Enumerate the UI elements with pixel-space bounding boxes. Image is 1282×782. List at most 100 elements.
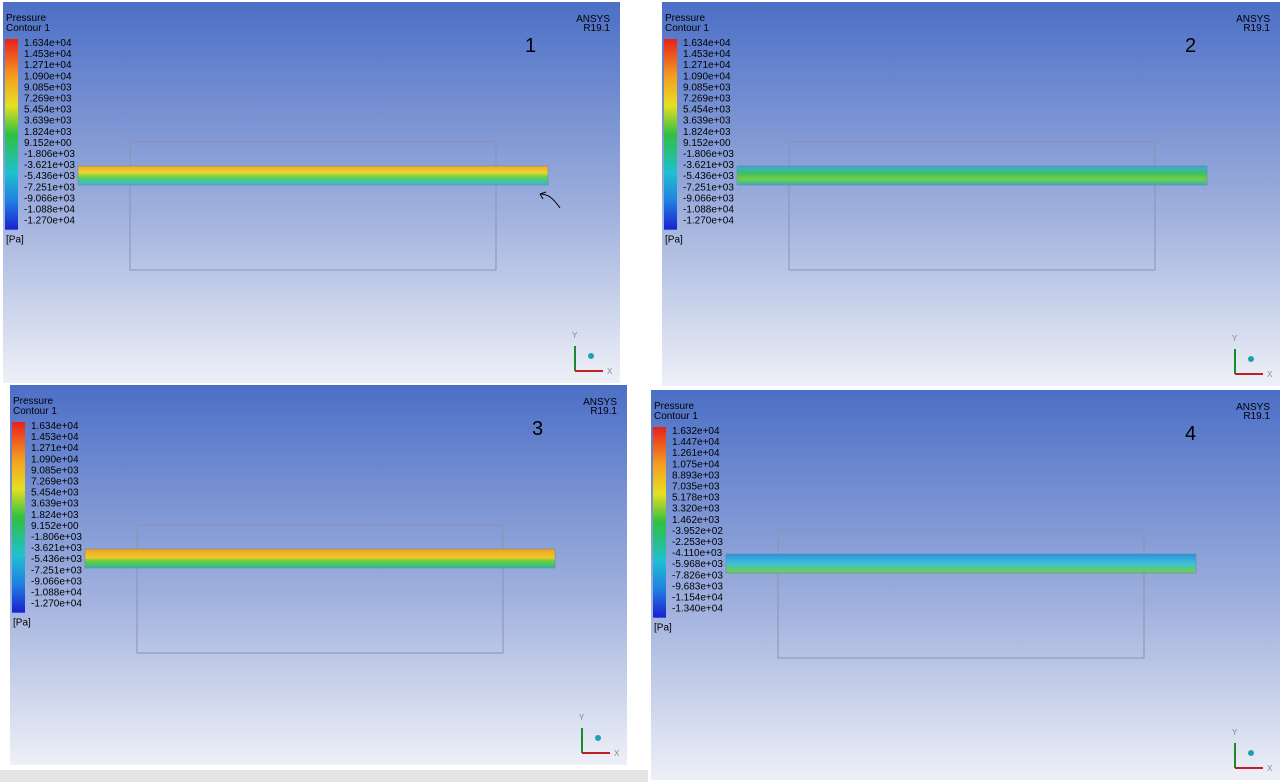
legend-label: -1.270e+04 xyxy=(683,216,734,227)
axis-z xyxy=(595,735,601,741)
legend-label: 9.152e+00 xyxy=(31,521,79,532)
axis-y-label: Y xyxy=(1232,334,1238,343)
brand: ANSYS xyxy=(576,14,610,25)
legend-label: 7.269e+03 xyxy=(24,94,72,105)
title: Pressure xyxy=(13,396,53,407)
panel-number: 3 xyxy=(532,418,543,440)
domain-outline xyxy=(777,529,1145,659)
legend-label: -1.088e+04 xyxy=(24,205,75,216)
legend-label: 9.152e+00 xyxy=(24,138,72,149)
version: R19.1 xyxy=(590,406,617,417)
background xyxy=(10,385,627,765)
legend-label: -5.436e+03 xyxy=(683,171,734,182)
legend-label: 1.824e+03 xyxy=(683,127,731,138)
legend-label: -7.251e+03 xyxy=(683,182,734,193)
legend-label: -1.806e+03 xyxy=(24,149,75,160)
color-bar xyxy=(653,427,666,618)
legend-label: 1.632e+04 xyxy=(672,426,720,437)
background xyxy=(3,2,620,383)
brand: ANSYS xyxy=(583,397,617,408)
title: Pressure xyxy=(665,13,705,24)
legend-label: -1.806e+03 xyxy=(683,149,734,160)
panel: Pressure Contour 1 1.632e+04 1.447e+04 1.261… xyxy=(651,390,1280,780)
pipe-contour xyxy=(725,553,1197,574)
legend-label: -7.251e+03 xyxy=(31,565,82,576)
title: Pressure xyxy=(6,13,46,24)
panel: Pressure Contour 1 1.634e+04 1.453e+04 1.271… xyxy=(662,2,1280,386)
version: R19.1 xyxy=(1243,23,1270,34)
legend-label: 9.152e+00 xyxy=(683,138,731,149)
axis-x-label: X xyxy=(614,749,620,758)
legend-label: 9.085e+03 xyxy=(31,465,79,476)
legend-label: 1.261e+04 xyxy=(672,448,720,459)
legend-label: 1.090e+04 xyxy=(24,71,72,82)
legend-label: 1.453e+04 xyxy=(31,432,79,443)
legend-label: -1.340e+04 xyxy=(672,604,723,615)
panel: Pressure Contour 1 1.634e+04 1.453e+04 1.271… xyxy=(10,385,627,765)
axis-y-label: Y xyxy=(572,331,578,340)
subtitle: Contour 1 xyxy=(665,23,709,34)
domain-outline xyxy=(129,141,497,271)
brand: ANSYS xyxy=(1236,402,1270,413)
legend-label: -1.154e+04 xyxy=(672,593,723,604)
legend-label: -2.253e+03 xyxy=(672,537,723,548)
annotation-arrow xyxy=(539,191,561,209)
version: R19.1 xyxy=(583,23,610,34)
version: R19.1 xyxy=(1243,411,1270,422)
pipe-contour xyxy=(736,165,1208,186)
legend-label: 1.824e+03 xyxy=(24,127,72,138)
panel: Pressure Contour 1 1.634e+04 1.453e+04 1.271… xyxy=(3,2,620,383)
legend-label: -5.436e+03 xyxy=(31,554,82,565)
title: Pressure xyxy=(654,401,694,412)
axis-z xyxy=(588,353,594,359)
legend-label: 7.035e+03 xyxy=(672,482,720,493)
legend-label: 1.271e+04 xyxy=(683,60,731,71)
legend-label: 1.075e+04 xyxy=(672,459,720,470)
axis-x-label: X xyxy=(607,367,613,376)
panel-number: 1 xyxy=(525,35,536,57)
legend-label: 3.639e+03 xyxy=(31,499,79,510)
legend-label: 5.454e+03 xyxy=(24,105,72,116)
legend-label: 1.090e+04 xyxy=(31,454,79,465)
color-bar xyxy=(664,39,677,230)
axis-z xyxy=(1248,750,1254,756)
legend-label: -9.066e+03 xyxy=(31,576,82,587)
legend-label: 1.634e+04 xyxy=(24,38,72,49)
legend-label: -7.251e+03 xyxy=(24,182,75,193)
background xyxy=(651,390,1280,780)
legend-label: -9.066e+03 xyxy=(683,193,734,204)
legend-label: 1.824e+03 xyxy=(31,510,79,521)
legend-label: 9.085e+03 xyxy=(24,82,72,93)
legend-label: -1.088e+04 xyxy=(31,588,82,599)
pipe-contour xyxy=(77,165,549,186)
axis-z xyxy=(1248,356,1254,362)
legend-label: 3.320e+03 xyxy=(672,504,720,515)
axis-x-label: X xyxy=(1267,370,1273,379)
legend-label: -9.066e+03 xyxy=(24,193,75,204)
legend-label: 1.271e+04 xyxy=(24,60,72,71)
legend-label: -3.621e+03 xyxy=(24,160,75,171)
legend-label: 1.462e+03 xyxy=(672,515,720,526)
subtitle: Contour 1 xyxy=(654,411,698,422)
background xyxy=(662,2,1280,386)
legend-label: -7.826e+03 xyxy=(672,570,723,581)
legend-label: 1.447e+04 xyxy=(672,437,720,448)
legend-label: 3.639e+03 xyxy=(683,116,731,127)
legend-label: 1.634e+04 xyxy=(683,38,731,49)
legend-label: 5.178e+03 xyxy=(672,493,720,504)
legend-label: -1.270e+04 xyxy=(31,599,82,610)
pipe-contour xyxy=(84,548,556,569)
domain-outline xyxy=(136,524,504,654)
brand: ANSYS xyxy=(1236,14,1270,25)
legend-label: 8.893e+03 xyxy=(672,470,720,481)
color-bar xyxy=(12,422,25,613)
legend-label: 7.269e+03 xyxy=(683,94,731,105)
unit: [Pa] xyxy=(665,235,683,246)
legend-label: -1.806e+03 xyxy=(31,532,82,543)
status-strip xyxy=(0,770,648,782)
axis-y-label: Y xyxy=(1232,728,1238,737)
